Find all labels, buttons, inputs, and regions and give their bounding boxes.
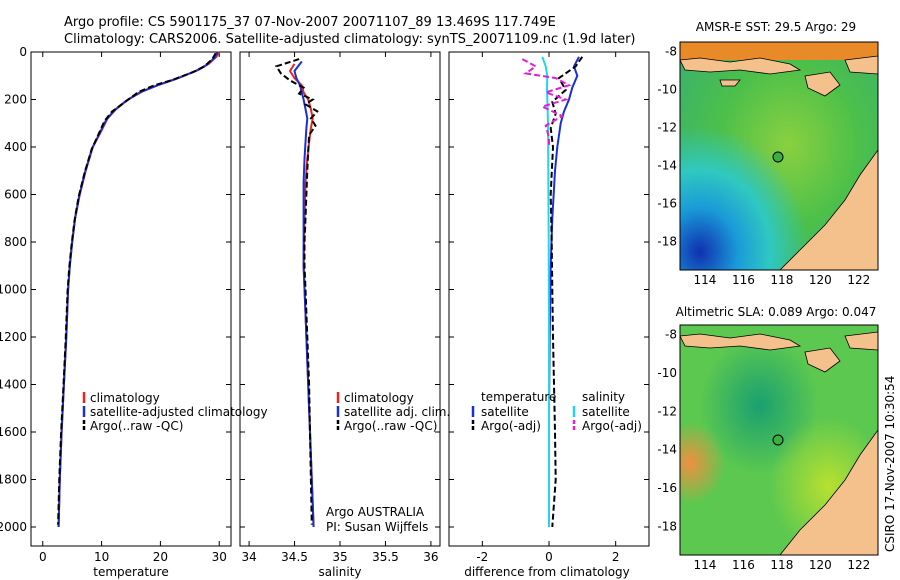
sst_map-xtick-label: 116	[732, 273, 755, 287]
sst_map-ytick-label: -10	[657, 83, 677, 97]
depth-tick-label: 1800	[0, 473, 27, 487]
legend-label-argo: Argo(..raw -QC)	[90, 419, 183, 433]
difference-series-salinity-argo-adj-	[521, 58, 572, 147]
difference-legend: temperature satellite Argo(-adj) salinit…	[471, 390, 642, 433]
temperature-legend: climatology satellite-adjusted climatolo…	[82, 391, 268, 433]
depth-tick-label: 400	[4, 140, 27, 154]
sst_map-xtick-label: 114	[694, 273, 717, 287]
sla_map-ytick-label: -18	[657, 519, 677, 533]
depth-tick-label: 800	[4, 235, 27, 249]
sla_map-xtick-label: 118	[770, 558, 793, 572]
sla-land-australia	[779, 429, 878, 555]
depth-tick-label: 600	[4, 188, 27, 202]
sla_map-ytick-label: -14	[657, 443, 677, 457]
sla-map-title: Altimetric SLA: 0.089 Argo: 0.047	[676, 305, 877, 319]
salinity-xtick-label: 34.5	[281, 550, 308, 564]
sst_map-ytick-label: -18	[657, 235, 677, 249]
salinity-series-argo-raw-qc-	[274, 58, 319, 525]
figure-title-line1: Argo profile: CS 5901175_37 07-Nov-2007 …	[64, 15, 556, 30]
sst-land-islands	[680, 55, 878, 97]
sst_map-ytick-label: -8	[665, 45, 677, 59]
figure-title-line2: Climatology: CARS2006. Satellite-adjuste…	[64, 32, 636, 47]
depth-tick-label: 1400	[0, 378, 27, 392]
xlabel-difference: difference from climatology	[464, 565, 630, 579]
legend-label-sal-argo-adj: Argo(-adj)	[582, 419, 642, 433]
depth-tick-label: 1000	[0, 283, 27, 297]
salinity-xtick-label: 34	[241, 550, 256, 564]
sst-map-title: AMSR-E SST: 29.5 Argo: 29	[696, 20, 856, 34]
sla-map	[680, 325, 878, 555]
difference-xtick-label: 0	[545, 550, 553, 564]
temperature-panel-frame	[30, 51, 232, 547]
legend-label-temp-satellite: satellite	[481, 405, 529, 419]
sst-land-australia	[779, 149, 878, 270]
difference-series-temperature-satellite	[548, 56, 580, 527]
annotation-argo-australia: Argo AUSTRALIA	[326, 505, 425, 519]
sla-argo-marker	[772, 434, 784, 446]
sst-map	[680, 42, 878, 270]
depth-tick-label: 200	[4, 93, 27, 107]
sla_map-xtick-label: 114	[694, 558, 717, 572]
legend-label-satellite: satellite-adjusted climatology	[90, 405, 268, 419]
legend-label-sal-sat: satellite	[582, 405, 630, 419]
sla_map-ytick-label: -16	[657, 481, 677, 495]
sst-argo-marker	[772, 151, 784, 163]
legend-label-temperature-header: temperature	[481, 390, 556, 404]
sla_map-xtick-label: 120	[809, 558, 832, 572]
temperature-series-satellite-adjusted-climatology	[57, 51, 219, 528]
legend-label-climatology: climatology	[90, 391, 160, 405]
legend-label-sal-argo: Argo(..raw -QC)	[344, 419, 437, 433]
salinity-xtick-label: 35	[332, 550, 347, 564]
xlabel-temperature: temperature	[93, 565, 168, 579]
sla-map-frame	[679, 324, 879, 556]
sla-land-islands	[680, 331, 878, 373]
annotation-pi: PI: Susan Wijffels	[326, 520, 428, 534]
temperature-series-argo-raw-qc-	[57, 52, 217, 525]
difference-xtick-label: 2	[612, 550, 620, 564]
temperature-xtick-label: 10	[94, 550, 109, 564]
sst_map-ytick-label: -16	[657, 197, 677, 211]
sst_map-ytick-label: -14	[657, 159, 677, 173]
salinity-xtick-label: 36	[423, 550, 438, 564]
salinity-legend: climatology satellite adj. clim. Argo(..…	[326, 391, 450, 534]
xlabel-salinity: salinity	[318, 565, 361, 579]
sst-map-frame	[679, 41, 879, 271]
legend-label-salinity-header: salinity	[582, 390, 625, 404]
sst_map-xtick-label: 120	[809, 273, 832, 287]
sla_map-xtick-label: 122	[847, 558, 870, 572]
sst-map-warm-strip	[680, 42, 878, 60]
legend-label-sal-satellite: satellite adj. clim.	[344, 405, 450, 419]
sst_map-xtick-label: 122	[847, 273, 870, 287]
side-timestamp: CSIRO 17-Nov-2007 10:30:54	[883, 376, 897, 552]
sst_map-ytick-label: -12	[657, 121, 677, 135]
temperature-xtick-label: 30	[212, 550, 227, 564]
series-layer	[57, 51, 584, 528]
sst_map-xtick-label: 118	[770, 273, 793, 287]
difference-series-temperature-argo-adj-	[549, 56, 584, 528]
legend-label-temp-argo: Argo(-adj)	[481, 419, 541, 433]
depth-tick-label: 2000	[0, 520, 27, 534]
sla_map-ytick-label: -10	[657, 366, 677, 380]
salinity-xtick-label: 35.5	[372, 550, 399, 564]
depth-tick-label: 1200	[0, 330, 27, 344]
sla_map-ytick-label: -12	[657, 404, 677, 418]
difference-series-salinity-satellite	[541, 56, 550, 527]
depth-tick-label: 0	[19, 45, 27, 59]
depth-tick-label: 1600	[0, 425, 27, 439]
legend-label-sal-climatology: climatology	[344, 391, 414, 405]
temperature-series-climatology	[57, 51, 221, 528]
difference-xtick-label: -2	[476, 550, 488, 564]
sla_map-xtick-label: 116	[732, 558, 755, 572]
temperature-xtick-label: 0	[39, 550, 47, 564]
sla_map-ytick-label: -8	[665, 328, 677, 342]
temperature-xtick-label: 20	[153, 550, 168, 564]
salinity-panel-frame	[239, 51, 441, 547]
